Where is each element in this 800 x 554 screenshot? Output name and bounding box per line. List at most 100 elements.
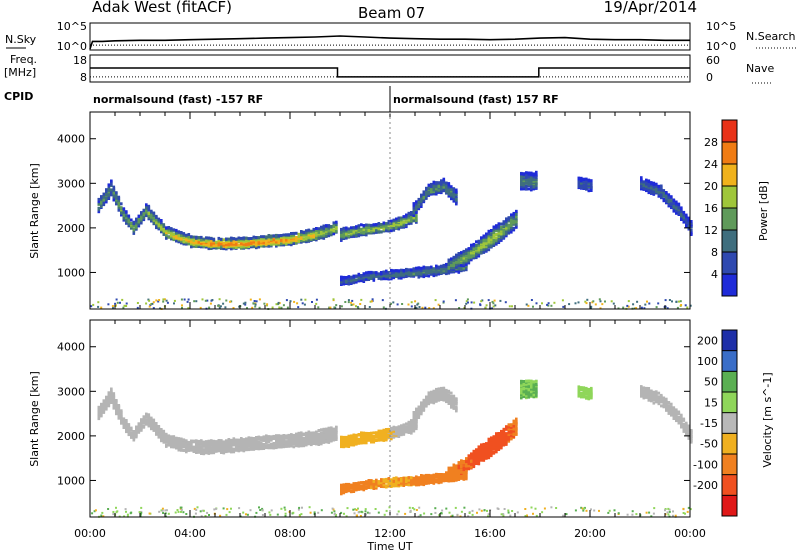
- power-echo-cell: [357, 275, 361, 279]
- power-noise-cell: [485, 304, 488, 307]
- vel-echo-cell: [270, 435, 273, 439]
- power-echo-cell: [172, 236, 176, 240]
- power-echo-cell: [402, 220, 406, 224]
- vel-echo-cell: [340, 486, 343, 490]
- vel-echo-cell: [267, 444, 271, 447]
- power-noise-cell: [121, 298, 124, 301]
- power-echo-cell: [452, 266, 456, 270]
- power-noise-cell: [193, 300, 196, 303]
- vel-echo-cell: [422, 478, 426, 481]
- power-echo-cell: [467, 260, 471, 264]
- power-echo-cell: [192, 235, 196, 239]
- power-echo-cell: [500, 222, 503, 226]
- power-echo-cell: [287, 236, 291, 240]
- power-echo-cell: [520, 177, 523, 180]
- power-echo-cell: [410, 215, 413, 219]
- power-echo-cell: [470, 243, 473, 247]
- power-echo-cell: [397, 227, 401, 231]
- vel-echo-cell: [255, 436, 258, 439]
- vel-echo-cell: [322, 429, 326, 433]
- power-noise-cell: [165, 299, 168, 302]
- power-echo-cell: [425, 193, 428, 197]
- vel-echo-cell: [140, 420, 143, 424]
- power-echo-cell: [522, 174, 526, 178]
- power-noise-cell: [684, 304, 687, 307]
- power-echo-cell: [430, 265, 433, 269]
- vel-echo-cell: [370, 435, 373, 439]
- power-noise-cell: [679, 300, 682, 303]
- power-echo-cell: [357, 226, 361, 229]
- power-echo-cell: [200, 241, 203, 245]
- power-echo-cell: [97, 197, 101, 201]
- vel-echo-cell: [407, 478, 411, 482]
- vel-echo-cell: [170, 442, 173, 446]
- vel-echo-cell: [432, 401, 436, 405]
- power-echo-cell: [432, 186, 436, 190]
- power-echo-cell: [190, 235, 193, 239]
- vel-echo-cell: [450, 477, 453, 481]
- power-echo-cell: [362, 272, 366, 276]
- power-echo-cell: [400, 220, 403, 224]
- power-echo-cell: [392, 226, 396, 230]
- power-echo-cell: [130, 218, 133, 222]
- power-noise-cell: [532, 305, 534, 308]
- power-echo-cell: [662, 193, 666, 197]
- vel-echo-cell: [410, 425, 413, 429]
- power-echo-cell: [587, 182, 591, 186]
- power-echo-cell: [172, 228, 176, 232]
- vel-echo-cell: [317, 441, 321, 445]
- vel-echo-cell: [365, 485, 368, 489]
- power-echo-cell: [415, 209, 418, 213]
- vel-echo-cell: [130, 426, 133, 430]
- power-echo-cell: [162, 232, 166, 236]
- vel-echo-cell: [167, 434, 171, 438]
- power-echo-cell: [235, 239, 238, 243]
- vel-echo-cell: [320, 442, 323, 446]
- power-echo-cell: [212, 241, 216, 245]
- vel-echo-cell: [460, 467, 463, 471]
- date-label: 19/Apr/2014: [604, 0, 697, 16]
- power-noise-cell: [116, 301, 119, 304]
- power-echo-cell: [250, 237, 253, 240]
- vel-echo-cell: [417, 405, 421, 409]
- power-echo-cell: [105, 197, 108, 201]
- power-echo-cell: [407, 222, 411, 226]
- nave-tick-top: 60: [706, 54, 720, 67]
- vel-echo-cell: [265, 434, 268, 438]
- vel-echo-cell: [372, 440, 376, 444]
- power-noise-cell: [114, 302, 117, 305]
- power-echo-cell: [350, 230, 353, 233]
- power-colorbar-label: Power [dB]: [757, 181, 770, 241]
- vel-echo-cell: [460, 459, 463, 463]
- power-echo-cell: [490, 235, 493, 239]
- power-echo-cell: [647, 179, 651, 183]
- power-noise-cell: [173, 299, 176, 302]
- power-echo-cell: [330, 227, 333, 231]
- vel-echo-cell: [152, 427, 156, 431]
- power-echo-cell: [405, 215, 408, 219]
- vel-echo-cell: [190, 444, 193, 448]
- power-echo-cell: [427, 271, 431, 275]
- power-echo-cell: [377, 229, 381, 233]
- vel-echo-cell: [425, 399, 428, 403]
- power-echo-cell: [415, 219, 418, 222]
- power-noise-cell: [97, 301, 100, 304]
- power-echo-cell: [432, 271, 436, 275]
- power-echo-cell: [175, 228, 178, 232]
- power-echo-cell: [372, 272, 376, 276]
- power-echo-cell: [415, 220, 418, 224]
- power-echo-cell: [685, 213, 688, 217]
- vel-echo-cell: [205, 448, 208, 452]
- power-noise-cell: [470, 301, 473, 304]
- power-echo-cell: [675, 208, 678, 212]
- power-noise-cell: [530, 299, 533, 301]
- power-noise-cell: [434, 299, 437, 302]
- power-echo-cell: [412, 213, 416, 217]
- power-echo-cell: [205, 239, 208, 243]
- vel-echo-cell: [145, 418, 148, 422]
- power-echo-cell: [265, 235, 268, 239]
- vel-echo-cell: [412, 411, 416, 414]
- vel-echo-cell: [305, 438, 308, 442]
- power-echo-cell: [225, 240, 228, 244]
